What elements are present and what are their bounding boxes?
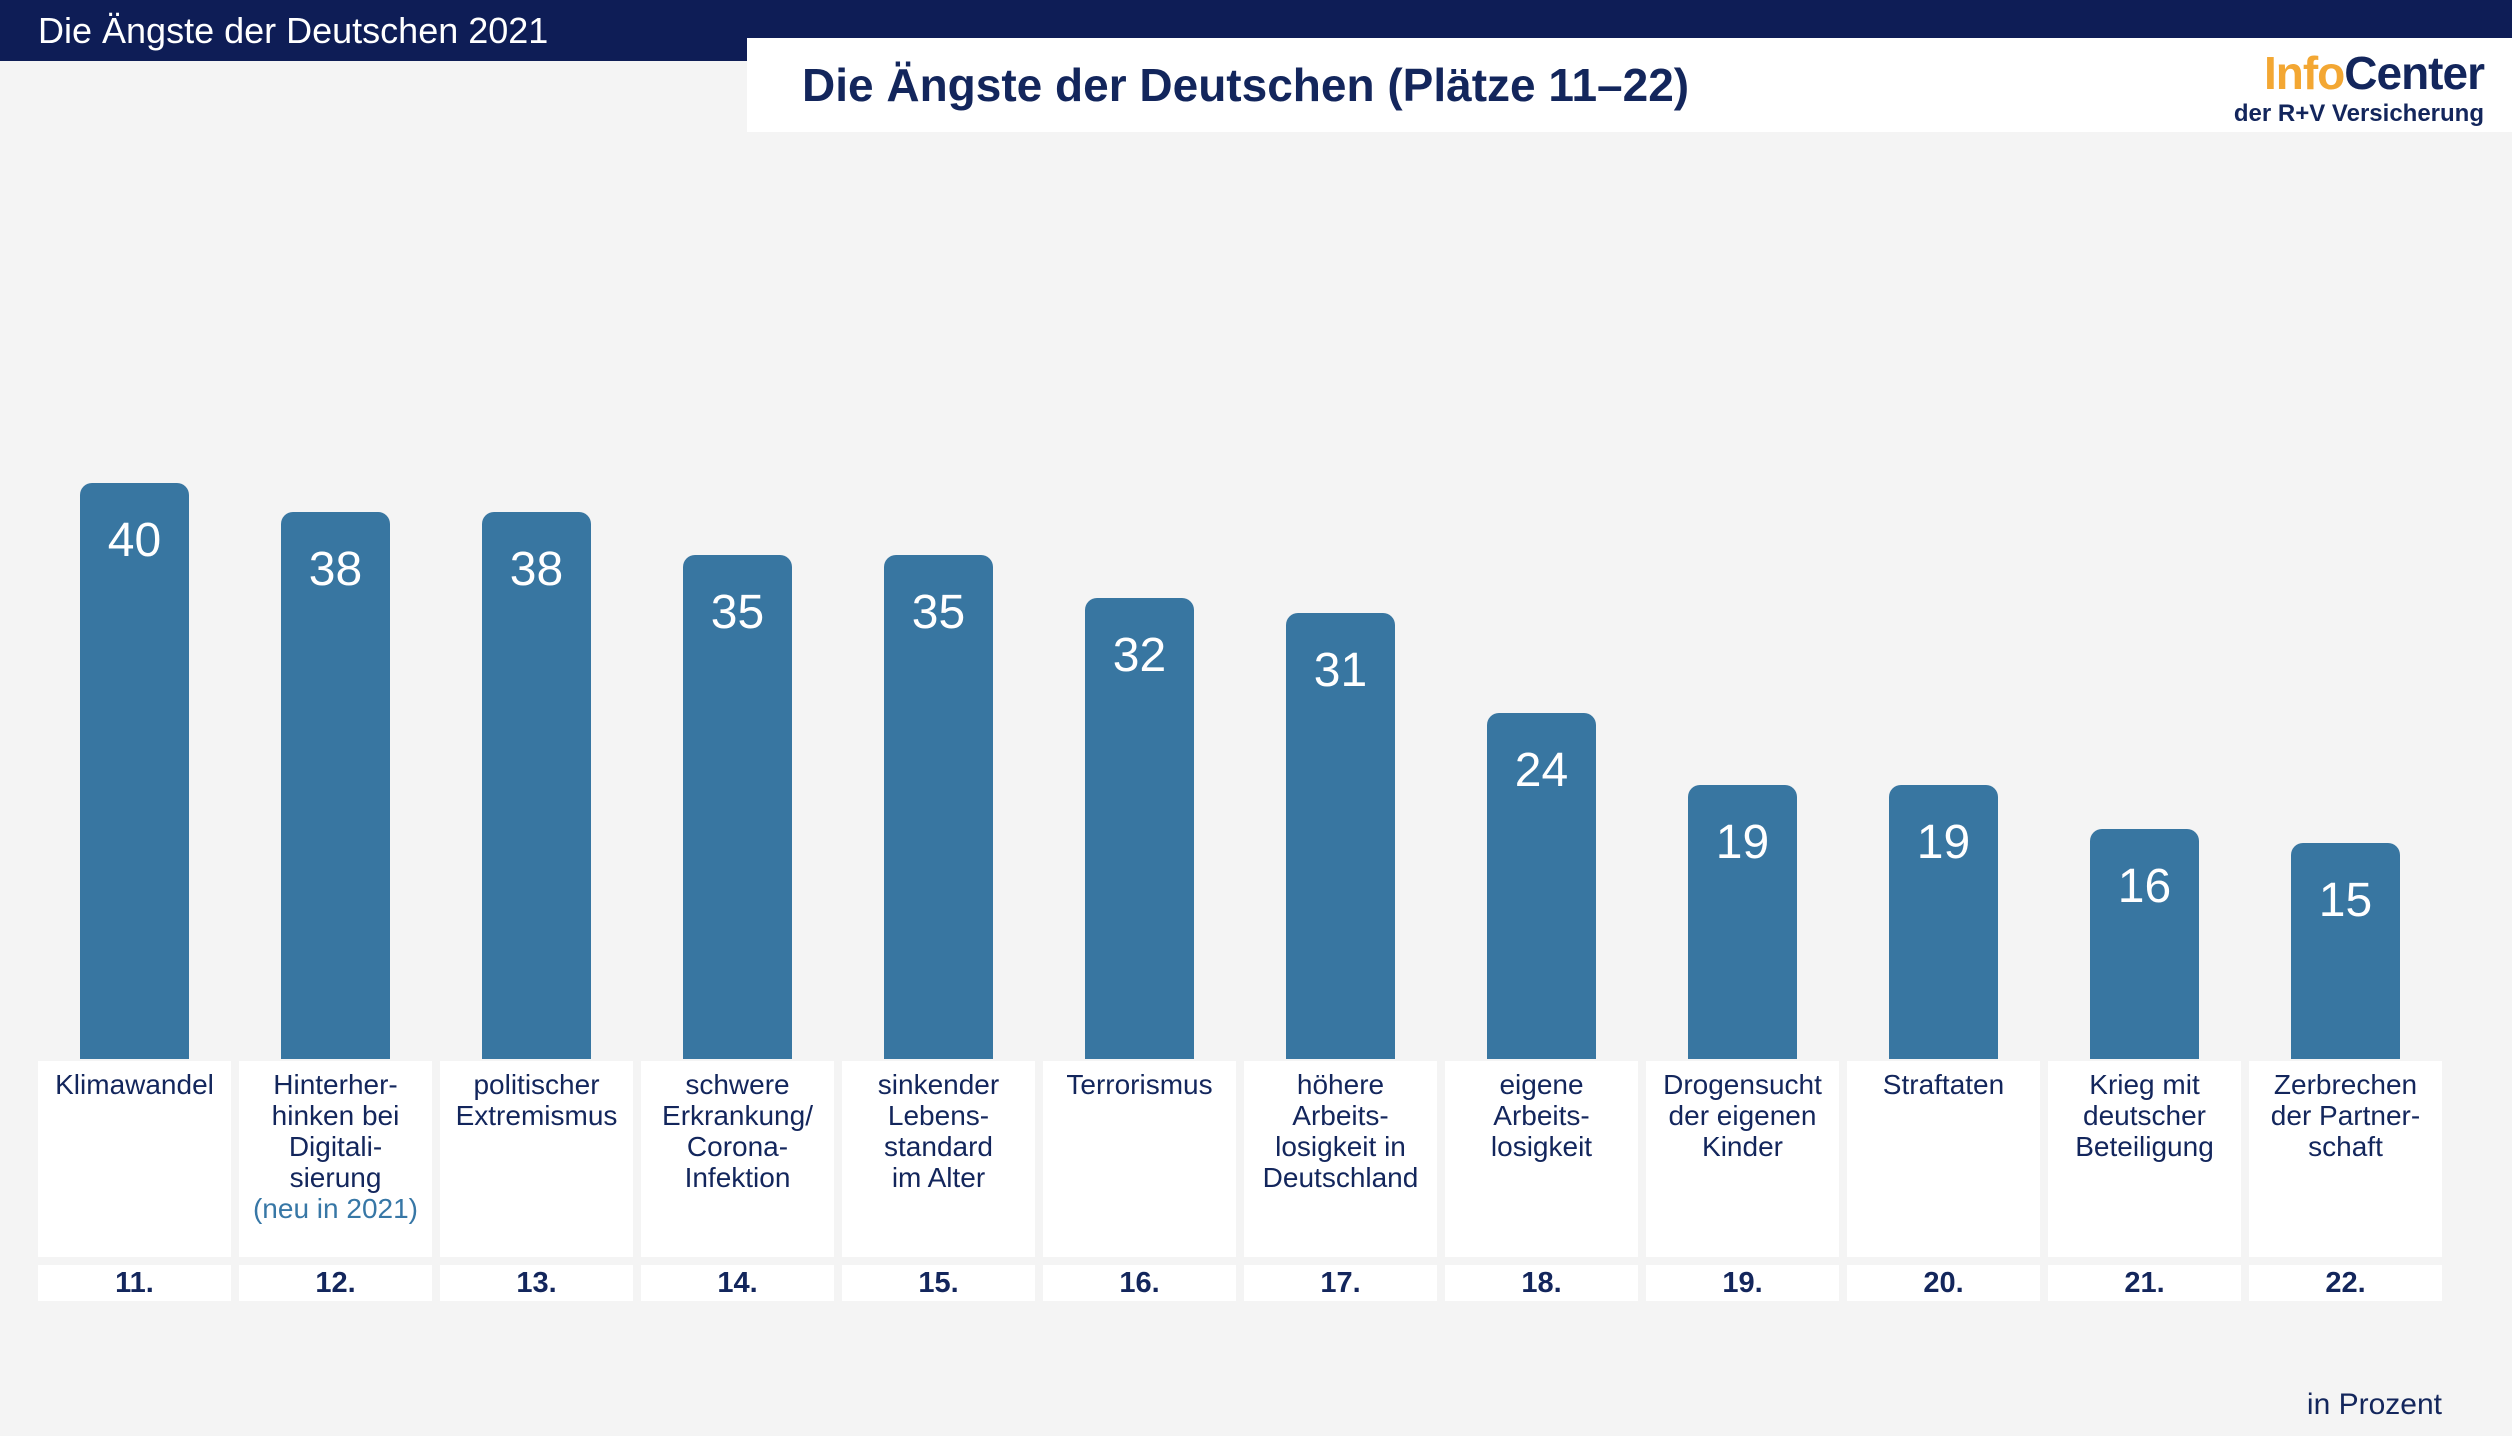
- bar-column: 35 sinkender Lebens- standard im Alter 1…: [842, 0, 1035, 1301]
- category-label: schwere Erkrankung/ Corona- Infektion: [662, 1069, 813, 1193]
- bar-column: 40 Klimawandel 11.: [38, 0, 231, 1301]
- rank-card: 21.: [2048, 1265, 2241, 1301]
- rank-label: 22.: [2325, 1267, 2366, 1299]
- bar-value-label: 16: [2117, 860, 2172, 913]
- category-card: eigene Arbeits- losigkeit: [1445, 1061, 1638, 1257]
- bar-column: 31 höhere Arbeits- losigkeit in Deutschl…: [1244, 0, 1437, 1301]
- rank-label: 19.: [1722, 1267, 1763, 1299]
- rank-label: 16.: [1119, 1267, 1160, 1299]
- category-card: Zerbrechen der Partner- schaft: [2249, 1061, 2442, 1257]
- bar-value-label: 15: [2318, 874, 2373, 927]
- bar: 40: [80, 483, 189, 1059]
- bar: 35: [884, 555, 993, 1059]
- bar: 32: [1085, 598, 1194, 1059]
- survey-year-title: Die Ängste der Deutschen 2021: [38, 10, 549, 51]
- rank-card: 15.: [842, 1265, 1035, 1301]
- bar-value-label: 19: [1916, 816, 1971, 869]
- logo-subtitle: der R+V Versicherung: [2233, 100, 2484, 127]
- bar: 19: [1889, 785, 1998, 1059]
- category-card: politischer Extremismus: [440, 1061, 633, 1257]
- rank-card: 22.: [2249, 1265, 2442, 1301]
- category-label: eigene Arbeits- losigkeit: [1490, 1069, 1593, 1162]
- rank-card: 16.: [1043, 1265, 1236, 1301]
- category-card: Krieg mit deutscher Beteiligung: [2048, 1061, 2241, 1257]
- bar: 31: [1286, 613, 1395, 1059]
- bar: 38: [281, 512, 390, 1059]
- bar: 35: [683, 555, 792, 1059]
- category-new-in-2021-note: (neu in 2021): [252, 1193, 418, 1224]
- rank-card: 11.: [38, 1265, 231, 1301]
- category-label: Drogensucht der eigenen Kinder: [1663, 1069, 1822, 1162]
- bar-column: 16 Krieg mit deutscher Beteiligung 21.: [2048, 0, 2241, 1301]
- category-label: Krieg mit deutscher Beteiligung: [2075, 1069, 2214, 1162]
- category-label: Zerbrechen der Partner- schaft: [2270, 1069, 2421, 1162]
- rank-label: 17.: [1320, 1267, 1361, 1299]
- logo-word-center: Center: [2344, 47, 2485, 99]
- bar-column: 19 Drogensucht der eigenen Kinder 19.: [1646, 0, 1839, 1301]
- title-strip: Die Ängste der Deutschen (Plätze 11–22) …: [747, 38, 2512, 132]
- bar-column: 15 Zerbrechen der Partner- schaft 22.: [2249, 0, 2442, 1301]
- bar-value-label: 32: [1112, 629, 1167, 682]
- rank-label: 15.: [918, 1267, 959, 1299]
- bar-value-label: 24: [1514, 744, 1569, 797]
- bar: 16: [2090, 829, 2199, 1059]
- bar-value-label: 19: [1715, 816, 1770, 869]
- bar: 15: [2291, 843, 2400, 1059]
- category-card: Drogensucht der eigenen Kinder: [1646, 1061, 1839, 1257]
- bar-column: 38 Hinterher- hinken bei Digitali- sieru…: [239, 0, 432, 1301]
- rank-label: 13.: [516, 1267, 557, 1299]
- category-label: Terrorismus: [1066, 1069, 1213, 1100]
- bar-column: 24 eigene Arbeits- losigkeit 18.: [1445, 0, 1638, 1301]
- category-card: Hinterher- hinken bei Digitali- sierung …: [239, 1061, 432, 1257]
- bar: 24: [1487, 713, 1596, 1059]
- bar: 19: [1688, 785, 1797, 1059]
- rank-label: 11.: [115, 1267, 154, 1299]
- category-card: Terrorismus: [1043, 1061, 1236, 1257]
- category-card: höhere Arbeits- losigkeit in Deutschland: [1244, 1061, 1437, 1257]
- bar-value-label: 35: [710, 586, 765, 639]
- rank-card: 18.: [1445, 1265, 1638, 1301]
- category-label: höhere Arbeits- losigkeit in Deutschland: [1262, 1069, 1419, 1193]
- category-label: Hinterher- hinken bei Digitali- sierung: [271, 1069, 400, 1193]
- bar-column: 35 schwere Erkrankung/ Corona- Infektion…: [641, 0, 834, 1301]
- rank-card: 17.: [1244, 1265, 1437, 1301]
- rank-card: 14.: [641, 1265, 834, 1301]
- bar-value-label: 40: [107, 514, 162, 567]
- bar-value-label: 38: [509, 543, 564, 596]
- bar-column: 32 Terrorismus 16.: [1043, 0, 1236, 1301]
- rank-card: 13.: [440, 1265, 633, 1301]
- rank-label: 21.: [2124, 1267, 2165, 1299]
- category-label: Straftaten: [1882, 1069, 2005, 1100]
- rank-card: 12.: [239, 1265, 432, 1301]
- category-card: sinkender Lebens- standard im Alter: [842, 1061, 1035, 1257]
- category-card: schwere Erkrankung/ Corona- Infektion: [641, 1061, 834, 1257]
- chart-title: Die Ängste der Deutschen (Plätze 11–22): [802, 59, 1690, 111]
- category-label: Klimawandel: [55, 1069, 214, 1100]
- category-label: politischer Extremismus: [455, 1069, 618, 1131]
- bar-value-label: 38: [308, 543, 363, 596]
- bar-value-label: 31: [1313, 644, 1368, 697]
- logo-word-info: Info: [2263, 47, 2345, 99]
- category-label: sinkender Lebens- standard im Alter: [877, 1069, 1000, 1193]
- bar-column: 38 politischer Extremismus 13.: [440, 0, 633, 1301]
- rank-card: 20.: [1847, 1265, 2040, 1301]
- rank-label: 20.: [1923, 1267, 1964, 1299]
- rank-label: 18.: [1521, 1267, 1562, 1299]
- bar-column: 19 Straftaten 20.: [1847, 0, 2040, 1301]
- rank-label: 14.: [717, 1267, 758, 1299]
- bar-value-label: 35: [911, 586, 966, 639]
- rank-label: 12.: [315, 1267, 356, 1299]
- bar: 38: [482, 512, 591, 1059]
- logo-wordmark: InfoCenter: [2234, 47, 2485, 99]
- rank-card: 19.: [1646, 1265, 1839, 1301]
- unit-label: in Prozent: [2306, 1388, 2442, 1421]
- category-card: Klimawandel: [38, 1061, 231, 1257]
- infocenter-logo: InfoCenter der R+V Versicherung: [2233, 47, 2485, 127]
- category-card: Straftaten: [1847, 1061, 2040, 1257]
